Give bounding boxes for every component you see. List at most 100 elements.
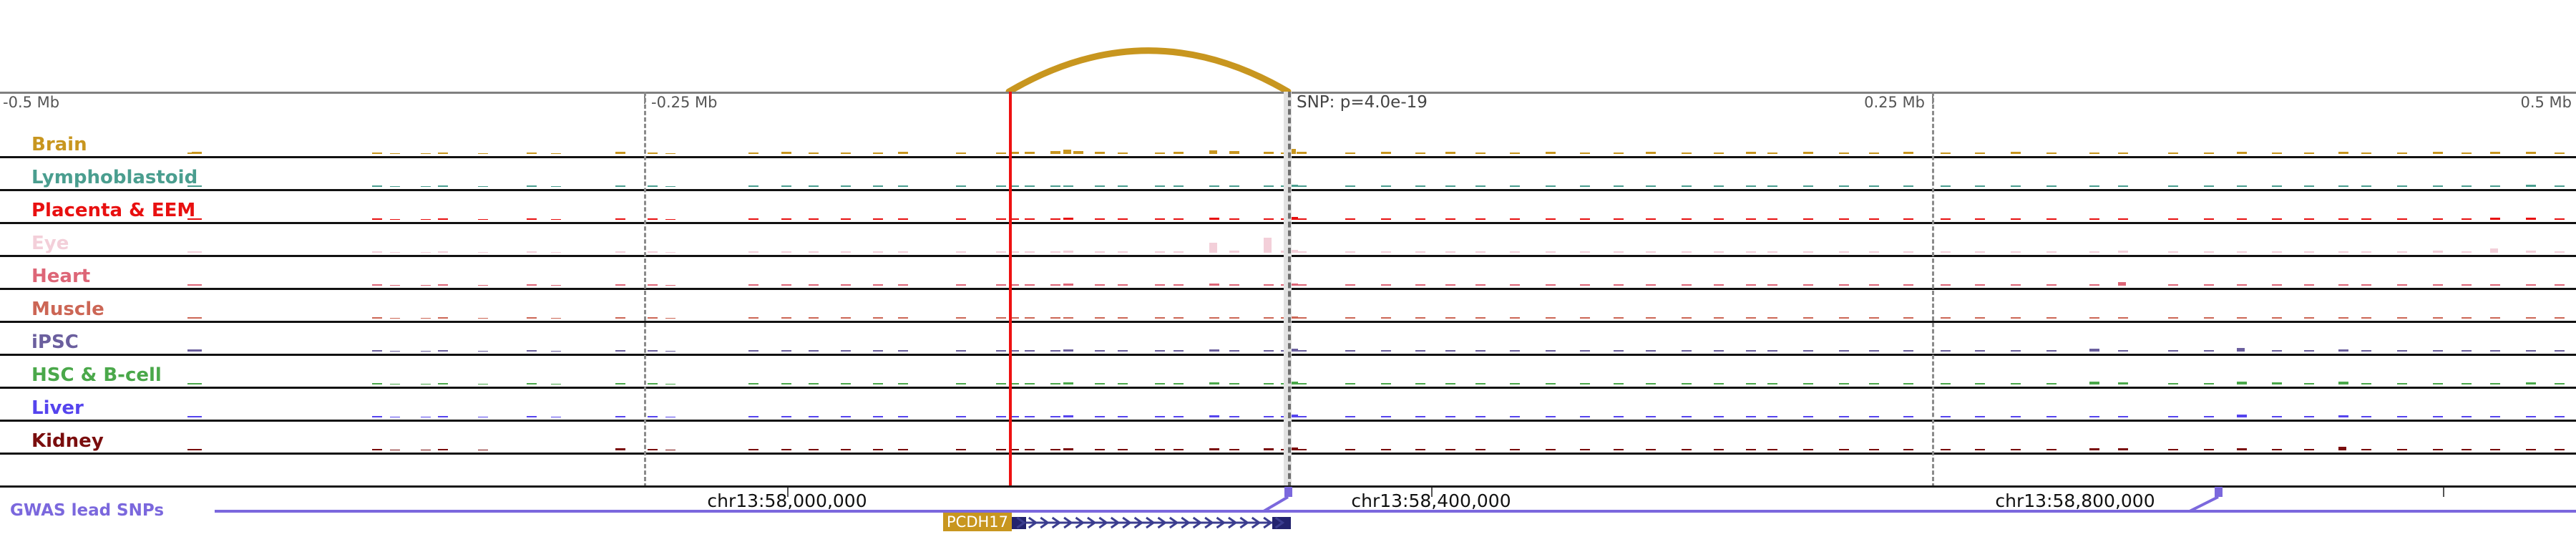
signal-peak	[648, 251, 658, 253]
signal-peak	[2118, 282, 2126, 286]
gwas-snp-marker[interactable]	[1284, 487, 1292, 497]
signal-peak	[1174, 416, 1184, 417]
signal-peak	[1264, 238, 1272, 253]
signal-peak	[1941, 218, 1951, 220]
signal-peak	[2526, 317, 2536, 319]
signal-peak	[1095, 185, 1105, 187]
signal-peak	[873, 416, 883, 417]
signal-peak	[1510, 153, 1520, 154]
signal-peak	[2433, 218, 2443, 220]
signal-peak	[1839, 284, 1849, 286]
signal-peak	[438, 251, 448, 253]
signal-peak	[390, 153, 400, 154]
signal-peak	[438, 383, 448, 384]
signal-peak	[2011, 251, 2021, 253]
signal-peak	[2490, 284, 2500, 286]
signal-peak	[1415, 416, 1425, 417]
signal-peak	[1682, 416, 1692, 417]
signal-peak	[1767, 185, 1777, 187]
signal-peak	[748, 153, 758, 154]
signal-peak	[421, 318, 431, 319]
gwas-snp-marker[interactable]	[2215, 487, 2223, 497]
signal-peak	[1415, 153, 1425, 154]
signal-peak	[2204, 317, 2214, 319]
signal-peak	[781, 416, 791, 417]
signal-peak	[841, 153, 851, 154]
signal-peak	[1646, 152, 1656, 154]
gene-annotation-track[interactable]: PCDH17	[0, 511, 2576, 537]
signal-peak	[2168, 383, 2178, 384]
signal-peak	[2361, 317, 2371, 319]
track-label-muscle: Muscle	[31, 299, 104, 320]
signal-peak	[1682, 383, 1692, 384]
signal-peak	[1174, 449, 1184, 450]
signal-peak	[2046, 449, 2057, 450]
track-label-ipsc: iPSC	[31, 332, 79, 353]
signal-peak	[1415, 317, 1425, 319]
gene-model-svg[interactable]	[0, 511, 2576, 537]
signal-peak	[2046, 317, 2057, 319]
signal-peak	[1941, 251, 1951, 253]
signal-peak	[1050, 416, 1060, 417]
signal-peak	[2433, 350, 2443, 352]
signal-peak	[2361, 153, 2371, 154]
signal-peak	[192, 383, 202, 384]
signal-peak	[2555, 284, 2565, 286]
signal-peak	[2168, 153, 2178, 154]
signal-peak	[438, 416, 448, 417]
signal-peak	[2304, 284, 2314, 286]
signal-peak	[1297, 185, 1307, 187]
signal-peak	[372, 153, 382, 154]
signal-peak	[1445, 218, 1455, 220]
signal-peak	[1229, 284, 1239, 286]
signal-peak	[1803, 284, 1813, 286]
signal-peak	[1869, 383, 1879, 384]
signal-peak	[1580, 383, 1590, 384]
signal-peak	[1869, 251, 1879, 253]
signal-peak	[956, 218, 966, 220]
snp-pvalue-label: SNP: p=4.0e-19	[1297, 93, 1428, 112]
signal-peak	[2304, 449, 2314, 450]
signal-peak	[1546, 317, 1556, 319]
signal-peak	[1746, 350, 1756, 352]
signal-peak	[1975, 284, 1985, 286]
signal-peak	[527, 251, 537, 253]
signal-peak	[1475, 284, 1485, 286]
signal-peak	[1941, 185, 1951, 187]
signal-peak	[1095, 317, 1105, 319]
signal-peak	[2237, 317, 2247, 319]
signal-peak	[2338, 317, 2348, 319]
gene-name-label[interactable]: PCDH17	[943, 513, 1013, 531]
signal-peak	[809, 416, 819, 417]
signal-peak	[873, 449, 883, 450]
signal-peak	[372, 350, 382, 352]
signal-peak	[1646, 416, 1656, 417]
signal-peak	[1975, 185, 1985, 187]
signal-peak	[551, 285, 561, 286]
signal-peak	[1063, 218, 1073, 220]
signal-peak	[1025, 449, 1035, 450]
signal-peak	[551, 219, 561, 220]
signal-peak	[2118, 416, 2128, 417]
signal-peak	[1345, 251, 1355, 253]
grid-vline	[644, 92, 646, 488]
signal-peak	[421, 219, 431, 220]
signal-peak	[1839, 251, 1849, 253]
signal-peak	[1903, 317, 1913, 319]
signal-peak	[648, 185, 658, 187]
signal-peak	[1475, 350, 1485, 352]
signal-peak	[2526, 416, 2536, 417]
signal-peak	[1381, 383, 1391, 384]
gene-strand-arrow	[1251, 516, 1262, 529]
signal-peak	[1288, 217, 1298, 220]
signal-peak	[1445, 350, 1455, 352]
signal-peak	[2272, 416, 2282, 417]
signal-peak	[1009, 284, 1019, 286]
signal-peak	[1297, 350, 1307, 352]
signal-peak	[527, 383, 537, 384]
signal-peak	[1118, 449, 1128, 450]
signal-peak	[1714, 218, 1724, 220]
signal-peak	[390, 318, 400, 319]
chromatin-interaction-arc[interactable]	[1005, 47, 1292, 93]
